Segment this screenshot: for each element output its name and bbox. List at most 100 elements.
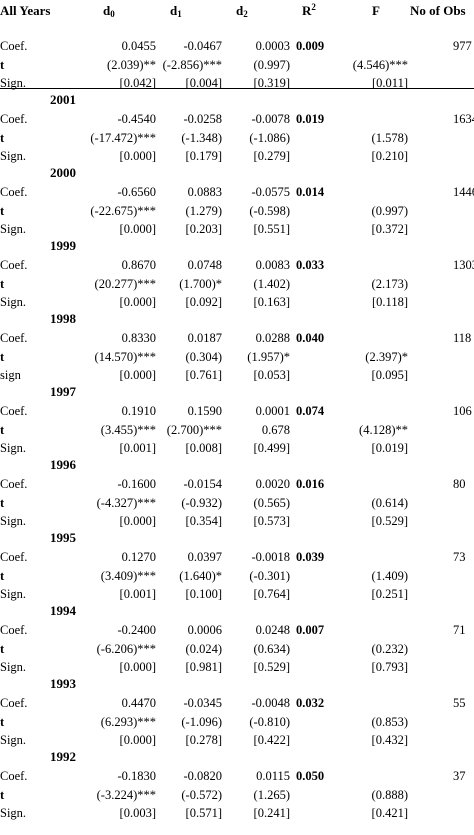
row-label: Sign. [0, 149, 27, 164]
cell-f: [0.793] [371, 660, 408, 675]
cell-f: (1.578) [371, 130, 408, 145]
table-row: t (3.409)*** (1.640)* (-0.301) (1.409) [0, 567, 474, 585]
table-row: Coef. -0.4540 -0.0258 -0.0078 0.019 1634 [0, 110, 474, 128]
cell-f: [0.421] [371, 806, 408, 821]
table-row: Sign. [0.000] [0.278] [0.422] [0.432] [0, 731, 474, 749]
year-heading: 1999 [50, 238, 76, 253]
cell-d1: [0.004] [185, 76, 222, 91]
cell-d2: [0.764] [253, 587, 290, 602]
row-label: t [0, 495, 5, 510]
cell-d1: [0.008] [185, 441, 222, 456]
cell-d2: [0.241] [253, 806, 290, 821]
cell-d1: (0.024) [185, 641, 222, 656]
cell-d1: [0.761] [185, 368, 222, 383]
year-heading: 1995 [50, 530, 76, 545]
cell-d2: (0.997) [253, 57, 290, 72]
table-row: t (-17.472)*** (-1.348) (-1.086) (1.578) [0, 129, 474, 147]
cell-f: [0.210] [371, 149, 408, 164]
cell-d2: [0.422] [253, 733, 290, 748]
cell-f: (2.173) [371, 276, 408, 291]
cell-d2: (1.957)* [247, 349, 290, 364]
cell-d2: 0.0115 [256, 769, 290, 783]
header-obs: No of Obs [410, 3, 466, 18]
table-row: t (14.570)*** (0.304) (1.957)* (2.397)* [0, 348, 474, 366]
cell-f: [0.019] [371, 441, 408, 456]
row-label: Coef. [0, 696, 28, 710]
row-label: Sign. [0, 222, 27, 237]
cell-f: [0.011] [372, 76, 408, 91]
row-label: sign [0, 368, 21, 383]
row-label: Coef. [0, 550, 28, 564]
cell-d0: [0.000] [119, 368, 156, 383]
cell-d0: [0.000] [119, 733, 156, 748]
cell-d2: [0.499] [253, 441, 290, 456]
cell-d2: (1.402) [253, 276, 290, 291]
cell-d2: (-0.810) [249, 714, 290, 729]
cell-obs: 55 [453, 696, 466, 710]
cell-d1: (1.640)* [179, 568, 222, 583]
cell-d1: -0.0154 [183, 477, 222, 491]
cell-d1: (0.304) [185, 349, 222, 364]
cell-d0: [0.001] [119, 441, 156, 456]
cell-d0: (20.277)*** [94, 276, 156, 291]
cell-d2: 0.0003 [255, 39, 290, 53]
cell-f: (4.128)** [359, 422, 408, 437]
cell-d2: (-1.086) [249, 130, 290, 145]
cell-d2: [0.573] [253, 514, 290, 529]
cell-r2: 0.040 [296, 331, 325, 345]
table-row: t (-3.224)*** (-0.572) (1.265) (0.888) [0, 786, 474, 804]
cell-d2: 0.678 [261, 422, 290, 437]
cell-d0: 0.1910 [121, 404, 156, 418]
cell-d0: [0.000] [119, 149, 156, 164]
row-label: t [0, 641, 5, 656]
cell-r2: 0.009 [296, 39, 325, 53]
row-label: t [0, 422, 5, 437]
cell-d1: 0.0748 [187, 258, 222, 272]
cell-d0: (6.293)*** [100, 714, 156, 729]
row-label: Coef. [0, 404, 28, 418]
cell-d1: (1.279) [185, 203, 222, 218]
header-d2: d2 [236, 3, 248, 19]
table-row: Sign. [0.000] [0.354] [0.573] [0.529] [0, 512, 474, 530]
row-label: Coef. [0, 185, 28, 199]
cell-f: (1.409) [371, 568, 408, 583]
cell-d1: [0.981] [185, 660, 222, 675]
cell-d2: -0.0575 [251, 185, 290, 199]
cell-d0: [0.000] [119, 222, 156, 237]
row-label: t [0, 57, 5, 72]
cell-d0: 0.1270 [121, 550, 156, 564]
row-label: Coef. [0, 258, 28, 272]
cell-d1: [0.278] [185, 733, 222, 748]
table-row: t (6.293)*** (-1.096) (-0.810) (0.853) [0, 713, 474, 731]
table-row: sign [0.000] [0.761] [0.053] [0.095] [0, 366, 474, 384]
table-row: Coef. -0.1830 -0.0820 0.0115 0.050 37 [0, 767, 474, 785]
table-row: Coef. -0.6560 0.0883 -0.0575 0.014 1446 [0, 183, 474, 201]
row-label: t [0, 349, 5, 364]
cell-r2: 0.074 [296, 404, 325, 418]
cell-d0: (-6.206)*** [96, 641, 156, 656]
cell-d2: [0.163] [253, 295, 290, 310]
cell-d1: 0.0006 [187, 623, 222, 637]
cell-d0: [0.000] [119, 660, 156, 675]
cell-f: [0.529] [371, 514, 408, 529]
cell-f: (0.997) [371, 203, 408, 218]
cell-f: (0.888) [371, 787, 408, 802]
table-row: Sign. [0.042] [0.004] [0.319] [0.011] [0, 74, 474, 92]
row-label: Coef. [0, 477, 28, 491]
row-label: Coef. [0, 623, 28, 637]
cell-f: (2.397)* [365, 349, 408, 364]
cell-d1: 0.1590 [187, 404, 222, 418]
row-label: t [0, 203, 5, 218]
cell-d0: -0.2400 [117, 623, 156, 637]
cell-d0: -0.1830 [117, 769, 156, 783]
table-row: Sign. [0.000] [0.203] [0.551] [0.372] [0, 220, 474, 238]
table-row: t (3.455)*** (2.700)*** 0.678 (4.128)** [0, 421, 474, 439]
row-label: Coef. [0, 39, 28, 53]
table-row: Sign. [0.000] [0.981] [0.529] [0.793] [0, 658, 474, 676]
table-row: Coef. 0.1270 0.0397 -0.0018 0.039 73 [0, 548, 474, 566]
cell-d0: (14.570)*** [94, 349, 156, 364]
header-d0: d0 [103, 3, 115, 19]
cell-d0: [0.000] [119, 514, 156, 529]
cell-d1: (2.700)*** [166, 422, 222, 437]
